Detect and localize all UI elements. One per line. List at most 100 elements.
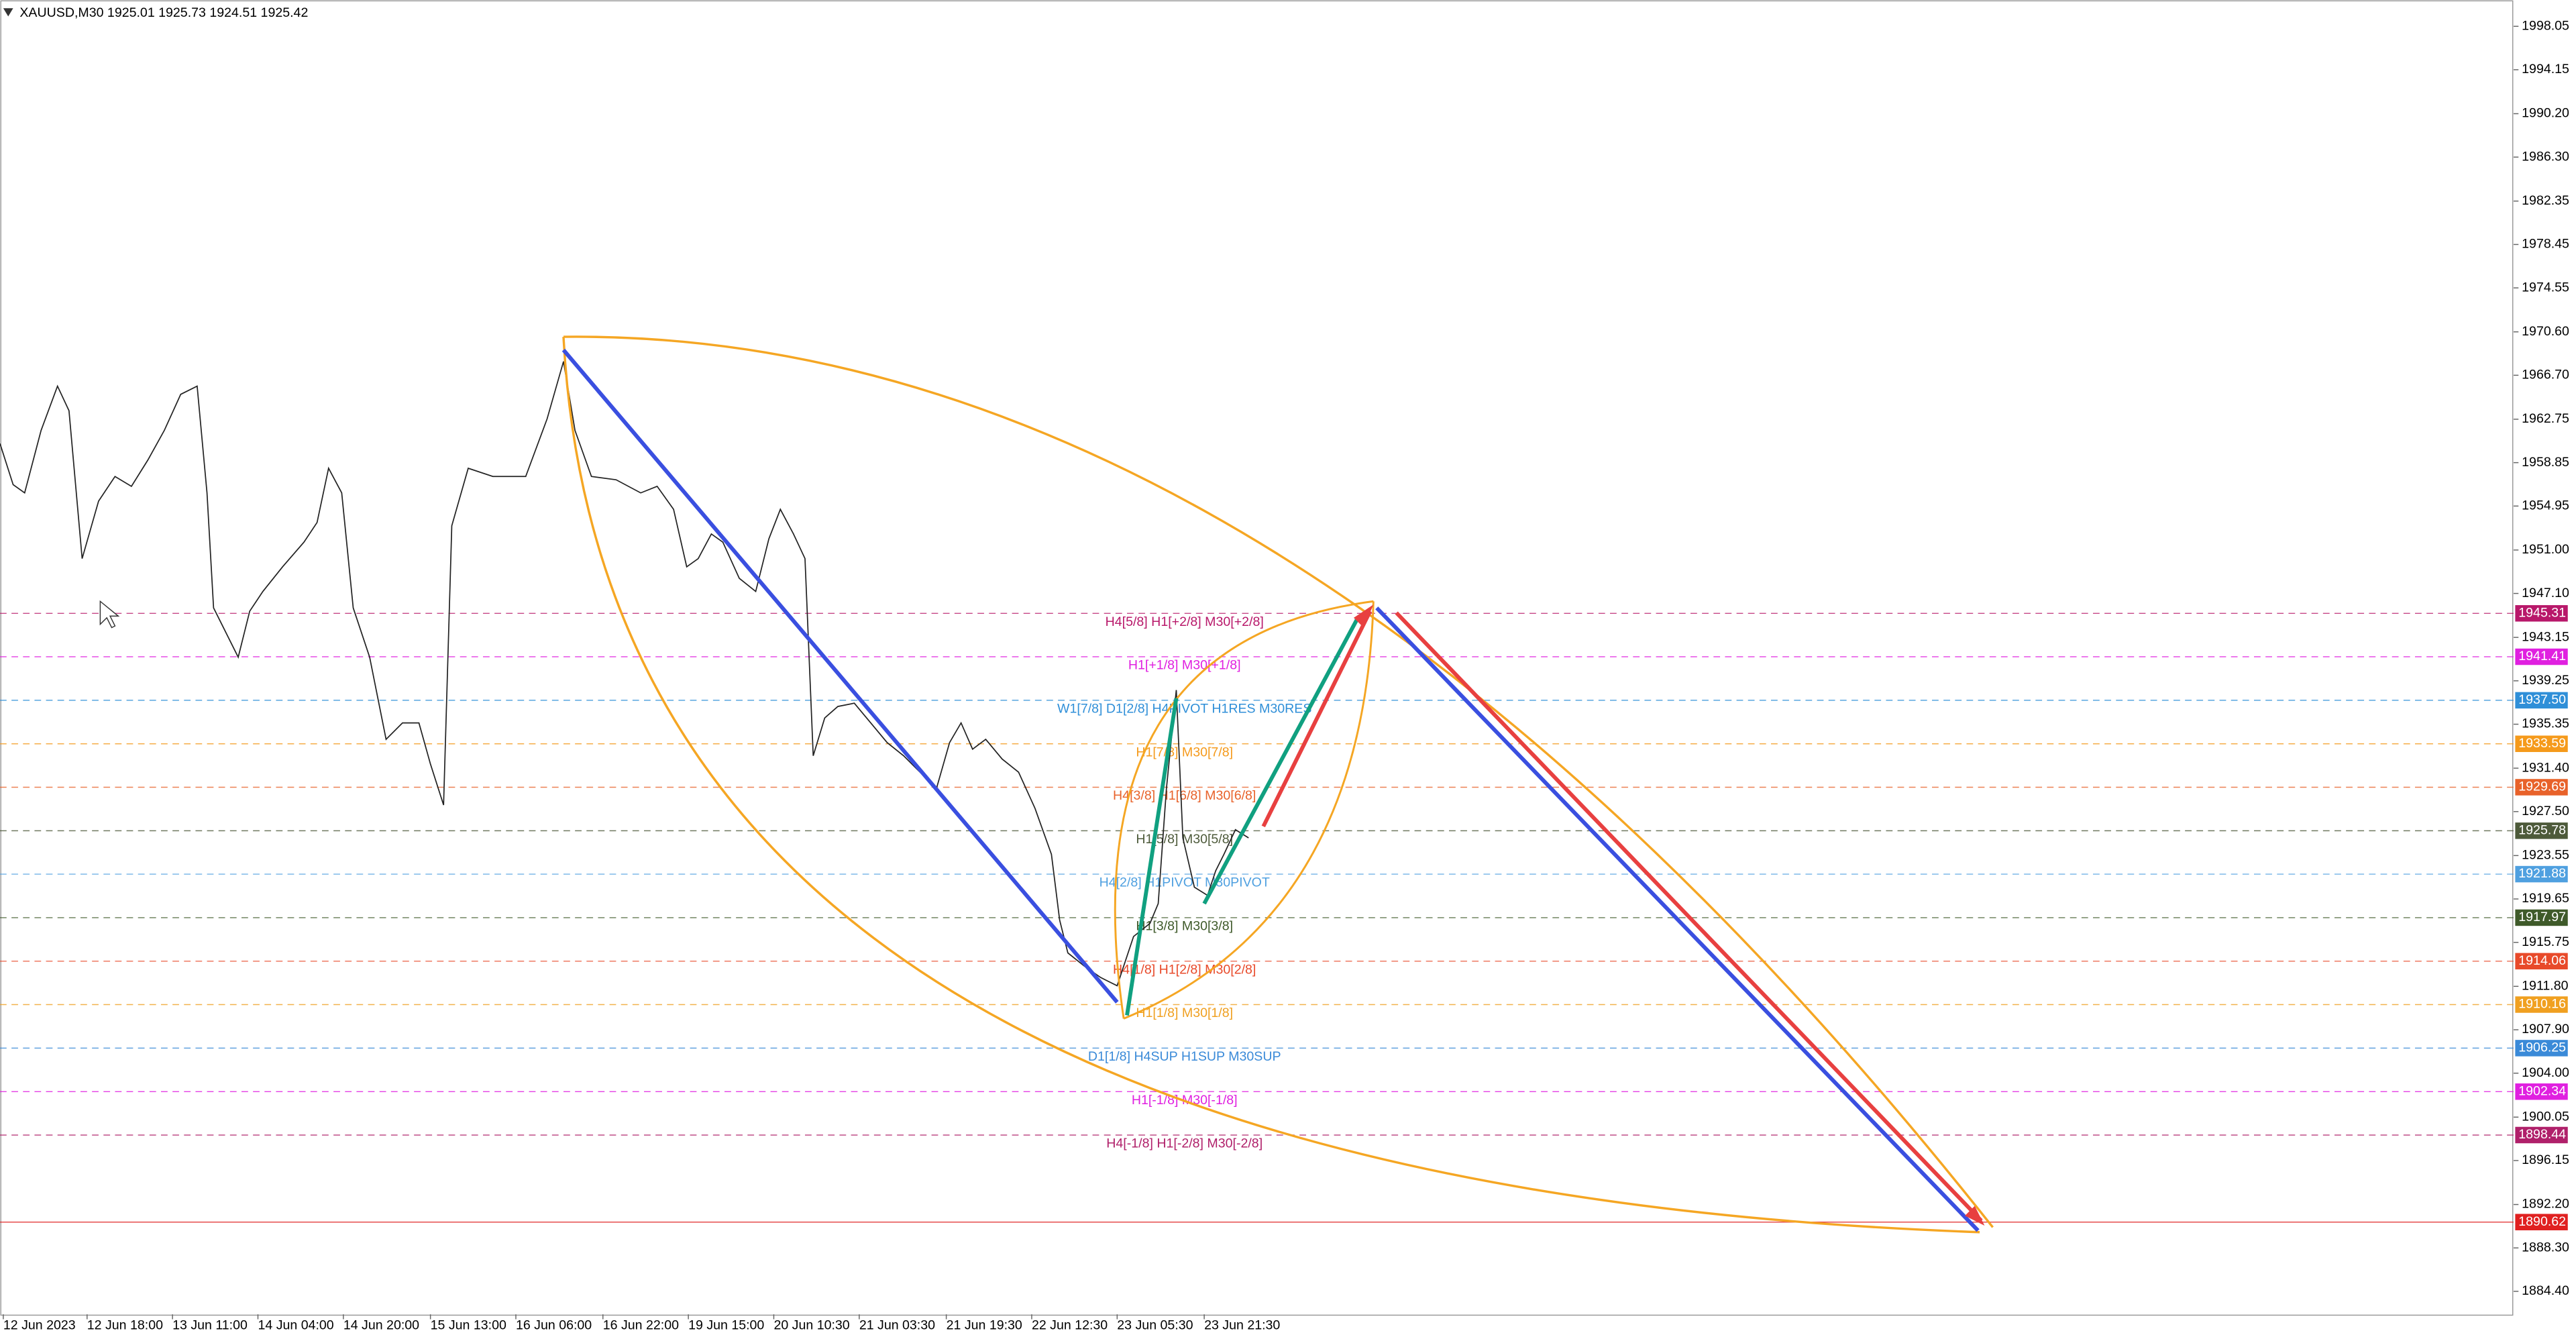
- price-tag: [2515, 648, 2568, 665]
- price-tag-text: 1925.78: [2518, 823, 2566, 838]
- price-label: 1923.55: [2522, 848, 2569, 863]
- level-label: H1[5/8] M30[5/8]: [1136, 832, 1233, 847]
- price-label: 1974.55: [2522, 280, 2569, 294]
- price-tag-text: 1945.31: [2518, 605, 2566, 620]
- price-label: 1900.05: [2522, 1109, 2569, 1124]
- time-label: 22 Jun 12:30: [1032, 1318, 1108, 1333]
- price-label: 1954.95: [2522, 498, 2569, 513]
- price-tag: [2515, 1083, 2568, 1100]
- price-label: 1982.35: [2522, 193, 2569, 208]
- arc-big-bottom: [562, 336, 1980, 1234]
- level-label: H4[-1/8] H1[-2/8] M30[-2/8]: [1106, 1136, 1263, 1151]
- price-label: 1978.45: [2522, 237, 2569, 252]
- price-tag-text: 1902.34: [2518, 1083, 2566, 1098]
- price-tag-text: 1941.41: [2518, 649, 2566, 663]
- price-label: 1958.85: [2522, 455, 2569, 470]
- price-tag-text: 1937.50: [2518, 692, 2566, 707]
- level-label: H1[+1/8] M30[+1/8]: [1128, 658, 1241, 673]
- price-label: 1904.00: [2522, 1065, 2569, 1080]
- price-tag-text: 1910.16: [2518, 997, 2566, 1012]
- price-tag: [2515, 953, 2568, 970]
- trend-line: [561, 348, 1119, 1004]
- price-tag: [2515, 735, 2568, 753]
- price-tag: [2515, 605, 2568, 622]
- price-tag-text: 1917.97: [2518, 910, 2566, 924]
- time-label: 12 Jun 2023: [3, 1318, 76, 1333]
- time-label: 20 Jun 10:30: [773, 1318, 849, 1333]
- price-label: 1896.15: [2522, 1153, 2569, 1167]
- plot-border: [0, 0, 2514, 1316]
- level-label: H1[3/8] M30[3/8]: [1136, 919, 1233, 934]
- price-tag-text: 1906.25: [2518, 1040, 2566, 1055]
- price-path: [0, 361, 1249, 987]
- price-tag: [2515, 1126, 2568, 1144]
- wave-line: [1202, 618, 1359, 905]
- price-label: 1939.25: [2522, 673, 2569, 688]
- arc-small-bottom: [1123, 601, 1375, 1020]
- level-label: H4[1/8] H1[2/8] M30[2/8]: [1113, 962, 1256, 977]
- price-label: 1986.30: [2522, 149, 2569, 164]
- symbol-info: XAUUSD,M30 1925.01 1925.73 1924.51 1925.…: [19, 5, 308, 20]
- arrow-head: [1964, 1206, 1985, 1226]
- time-label: 21 Jun 03:30: [859, 1318, 935, 1333]
- price-tag: [2515, 996, 2568, 1013]
- level-label: W1[7/8] D1[2/8] H4PIVOT H1RES M30RES: [1057, 702, 1311, 716]
- menu-triangle[interactable]: [3, 8, 13, 17]
- price-label: 1947.10: [2522, 586, 2569, 600]
- price-label: 1915.75: [2522, 934, 2569, 949]
- price-tag: [2515, 1040, 2568, 1057]
- arc-big-top: [563, 335, 1994, 1228]
- time-label: 23 Jun 21:30: [1204, 1318, 1280, 1333]
- wave-line: [1125, 698, 1179, 1016]
- price-label: 1907.90: [2522, 1022, 2569, 1036]
- price-label: 1931.40: [2522, 760, 2569, 775]
- price-tag-text: 1929.69: [2518, 780, 2566, 794]
- price-label: 1888.30: [2522, 1240, 2569, 1254]
- price-tag: [2515, 865, 2568, 883]
- level-label: H4[3/8] H1[6/8] M30[6/8]: [1113, 788, 1256, 803]
- level-label: D1[1/8] H4SUP H1SUP M30SUP: [1088, 1049, 1281, 1064]
- time-label: 13 Jun 11:00: [172, 1318, 248, 1333]
- price-tag: [2515, 1214, 2568, 1230]
- price-label: 1884.40: [2522, 1283, 2569, 1298]
- price-label: 1927.50: [2522, 804, 2569, 818]
- price-tag: [2515, 909, 2568, 926]
- level-label: H4[5/8] H1[+2/8] M30[+2/8]: [1106, 614, 1264, 629]
- price-tag-text: 1898.44: [2518, 1127, 2566, 1142]
- time-label: 19 Jun 15:00: [688, 1318, 764, 1333]
- time-label: 16 Jun 22:00: [603, 1318, 679, 1333]
- price-tag-text: 1921.88: [2518, 866, 2566, 881]
- price-tag-text: 1933.59: [2518, 736, 2566, 751]
- price-tag-text: 1890.62: [2518, 1214, 2566, 1229]
- level-label: H1[1/8] M30[1/8]: [1136, 1006, 1233, 1020]
- price-label: 1943.15: [2522, 629, 2569, 644]
- price-label: 1919.65: [2522, 891, 2569, 906]
- price-label: 1911.80: [2522, 978, 2568, 993]
- price-tag-text: 1914.06: [2518, 953, 2566, 968]
- time-label: 14 Jun 04:00: [258, 1318, 333, 1333]
- time-label: 15 Jun 13:00: [431, 1318, 506, 1333]
- mouse-cursor: [99, 600, 120, 629]
- price-tag: [2515, 779, 2568, 796]
- price-label: 1990.20: [2522, 106, 2569, 121]
- time-label: 12 Jun 18:00: [87, 1318, 163, 1333]
- price-label: 1962.75: [2522, 411, 2569, 426]
- time-label: 14 Jun 20:00: [343, 1318, 419, 1333]
- price-label: 1994.15: [2522, 62, 2569, 76]
- arc-small-top: [1114, 600, 1374, 1019]
- time-label: 21 Jun 19:30: [947, 1318, 1022, 1333]
- price-label: 1998.05: [2522, 18, 2569, 33]
- level-label: H4[2/8] H1PIVOT M30PIVOT: [1099, 875, 1270, 890]
- price-label: 1966.70: [2522, 368, 2569, 382]
- price-label: 1951.00: [2522, 542, 2569, 557]
- price-tag: [2515, 692, 2568, 709]
- price-tag: [2515, 822, 2568, 839]
- time-label: 23 Jun 05:30: [1117, 1318, 1193, 1333]
- levels: H4[5/8] H1[+2/8] M30[+2/8] H1[+1/8] M30[+…: [0, 612, 2514, 1223]
- forecast-arrow: [1261, 610, 1373, 828]
- arrow-head: [1353, 604, 1374, 628]
- forecast-arrow: [1395, 611, 1983, 1222]
- price-label: 1892.20: [2522, 1197, 2569, 1212]
